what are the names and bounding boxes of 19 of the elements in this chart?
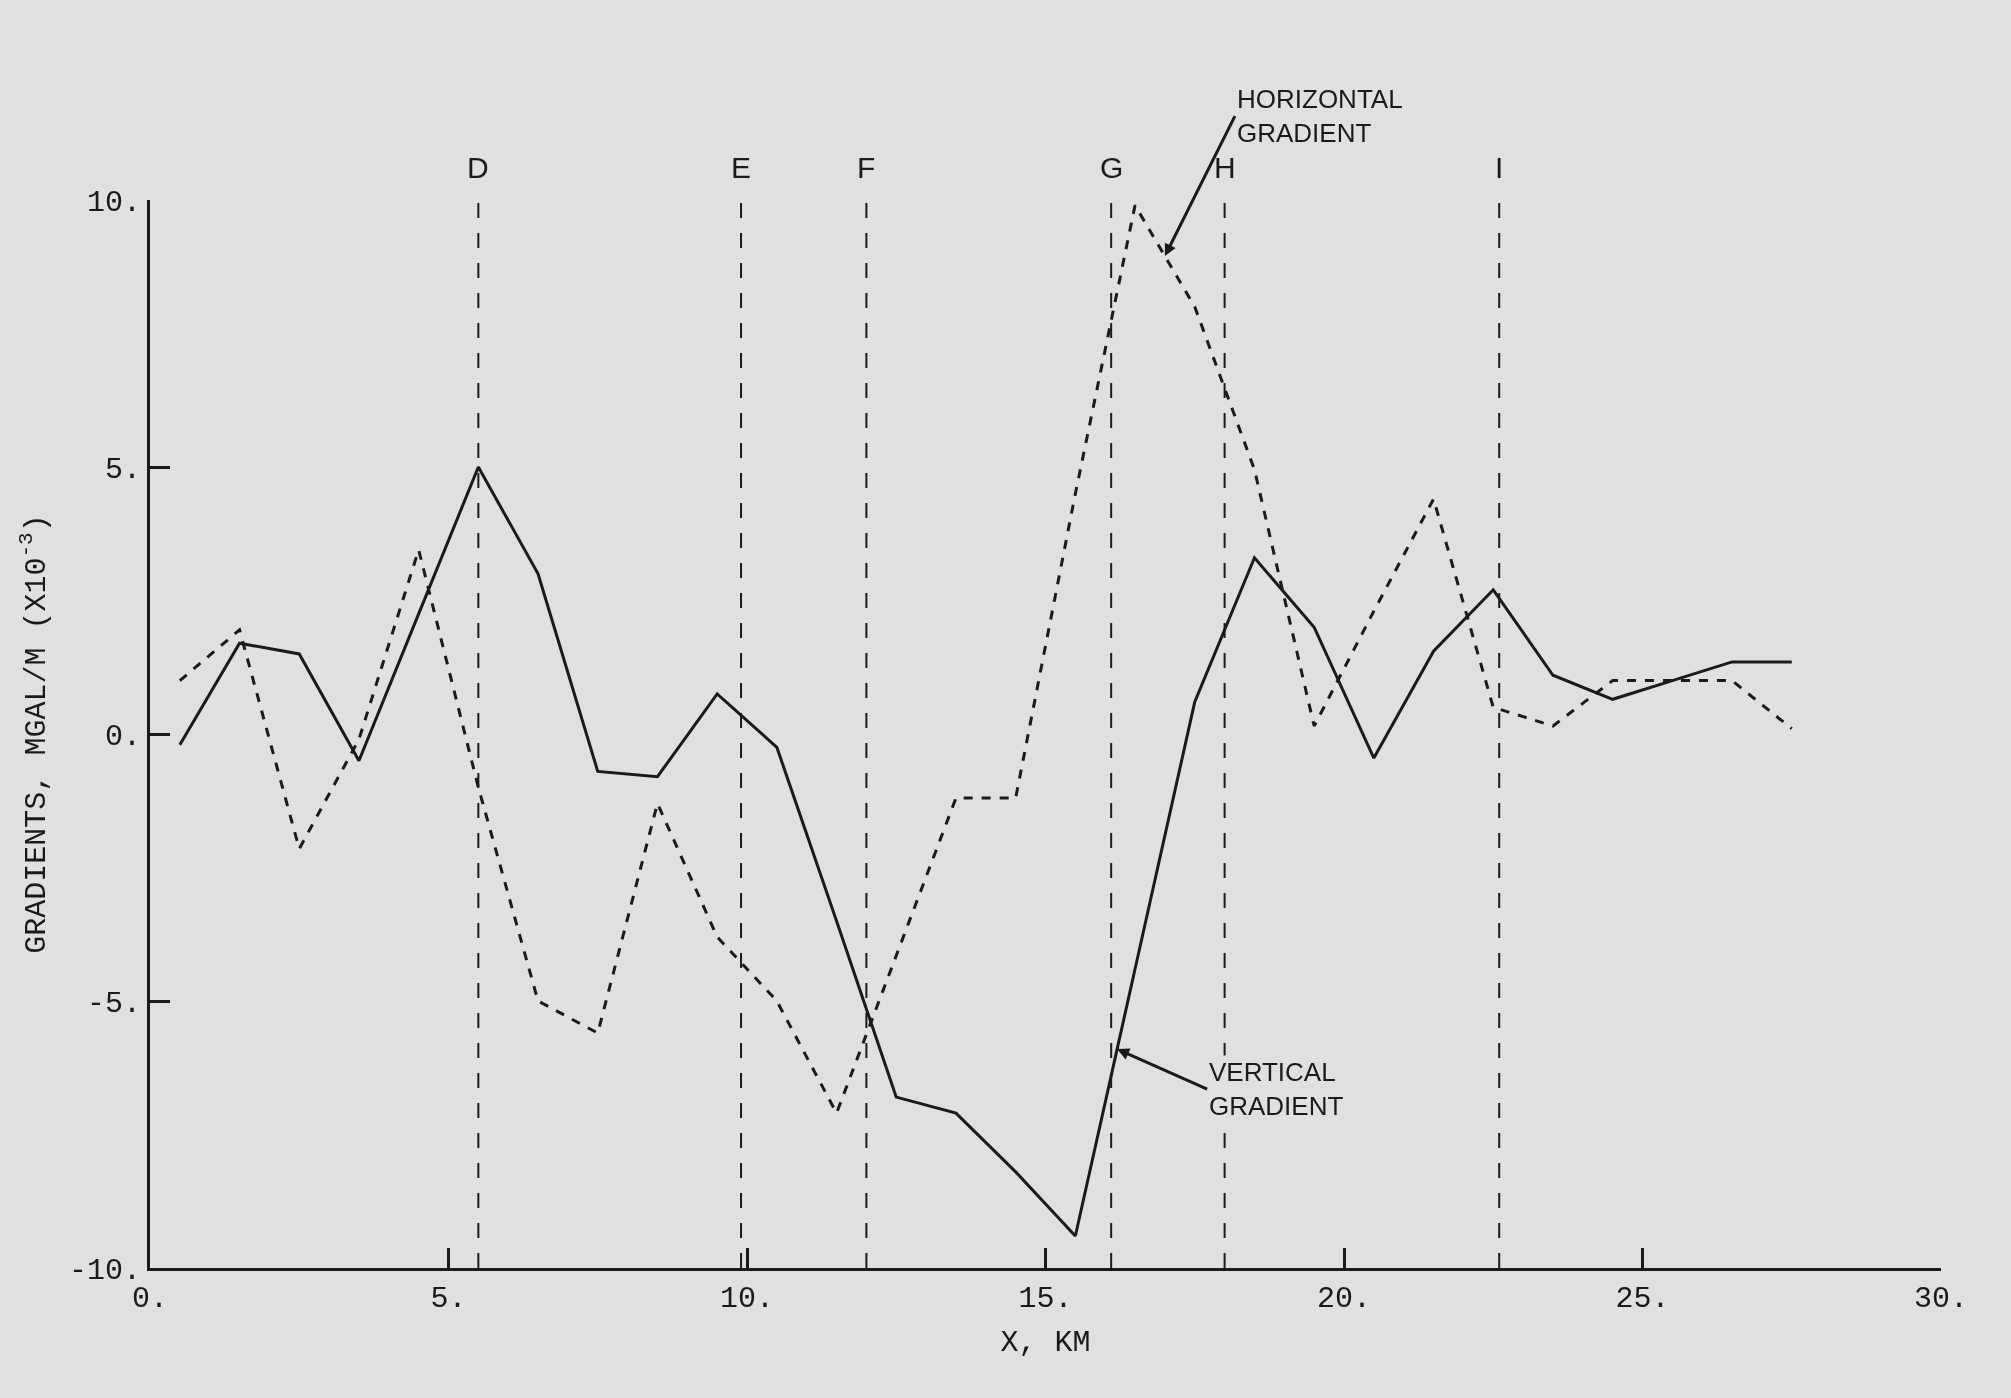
x-tick-label: 5. bbox=[430, 1282, 467, 1316]
ref-line-label: I bbox=[1495, 151, 1504, 184]
x-tick-label: 15. bbox=[1018, 1282, 1073, 1316]
y-tick-label: 0. bbox=[104, 719, 141, 754]
x-axis-title: X, KM bbox=[1000, 1325, 1091, 1360]
ref-line-label: E bbox=[731, 151, 752, 184]
y-tick-label: -5. bbox=[86, 986, 141, 1021]
y-tick-label: 5. bbox=[104, 452, 141, 487]
ref-line-label: G bbox=[1100, 151, 1124, 184]
ref-line-label: F bbox=[857, 151, 876, 184]
y-tick-label: 10. bbox=[86, 185, 141, 220]
annotation: HORIZONTAL GRADIENT bbox=[1237, 84, 1403, 148]
x-tick-label: 20. bbox=[1316, 1282, 1372, 1316]
x-tick-label: 30. bbox=[1913, 1282, 1969, 1316]
x-tick-label: 10. bbox=[719, 1282, 775, 1316]
ref-line-label: D bbox=[467, 151, 489, 184]
x-tick-label: 25. bbox=[1615, 1282, 1670, 1316]
annotation: VERTICAL GRADIENT bbox=[1209, 1057, 1344, 1121]
ref-line-label: H bbox=[1214, 151, 1236, 184]
